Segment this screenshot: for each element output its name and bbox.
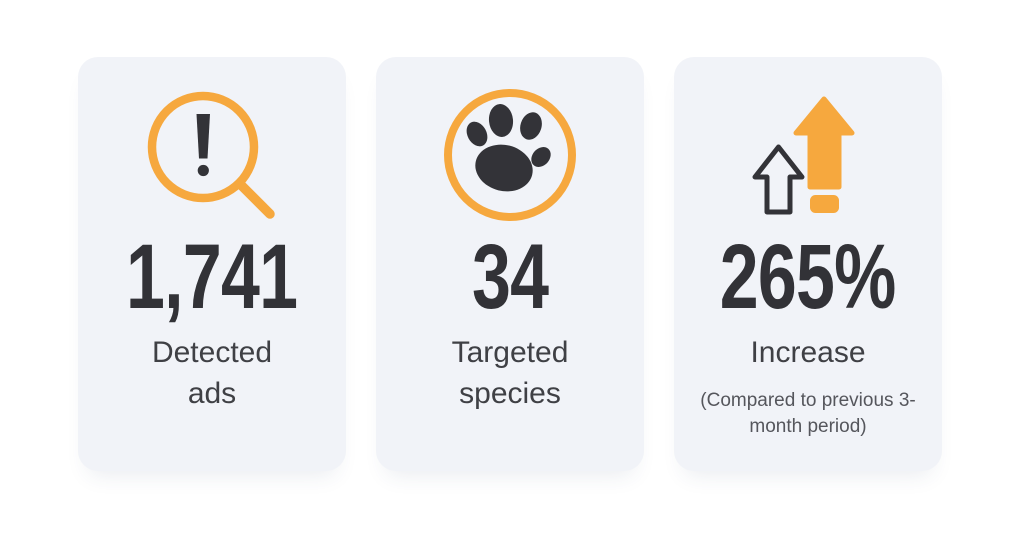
double-up-arrow-icon <box>750 87 866 223</box>
stat-label: Detected ads <box>151 336 273 410</box>
paw-print-icon <box>442 87 578 223</box>
stat-card-increase: 265% Increase (Compared to previous 3-mo… <box>674 57 942 471</box>
stat-value: 1,741 <box>126 226 298 328</box>
stat-label: Increase <box>750 336 866 369</box>
stats-row: 1,741 Detected ads 34 Targeted species <box>78 57 942 471</box>
magnifier-alert-svg <box>147 91 275 219</box>
stat-value: 265% <box>720 226 897 328</box>
double-up-arrow-svg <box>752 96 855 215</box>
stat-card-targeted-species: 34 Targeted species <box>376 57 644 471</box>
stat-card-detected-ads: 1,741 Detected ads <box>78 57 346 471</box>
paw-print-svg <box>444 89 576 221</box>
stat-value: 34 <box>471 226 549 328</box>
stat-label: Targeted species <box>451 336 569 410</box>
stat-caption: (Compared to previous 3-month period) <box>700 389 916 438</box>
magnifier-alert-icon <box>146 87 278 223</box>
